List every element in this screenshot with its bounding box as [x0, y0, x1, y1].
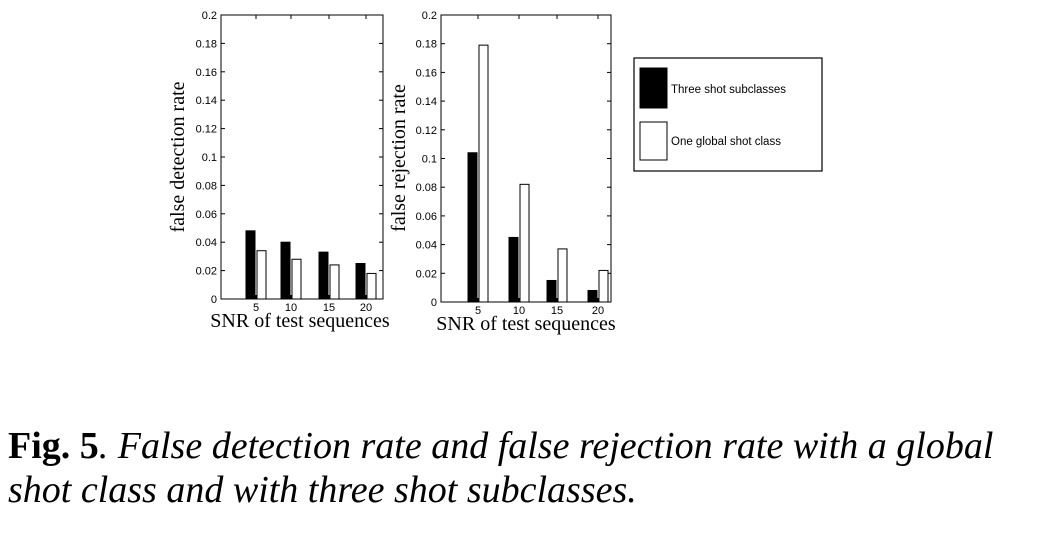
- false-detection-ytick-label: 0.06: [196, 209, 217, 221]
- false-detection-ytick-label: 0.16: [196, 67, 217, 79]
- legend-swatch-one-global-shot-class: [639, 121, 668, 161]
- false-detection-xtick-label: 5: [253, 302, 259, 314]
- false-detection-bar-one-global-5: [256, 250, 267, 300]
- false-detection-ytick-label: 0.1: [202, 152, 217, 164]
- false-rejection-ytick-label: 0.1: [422, 154, 437, 166]
- false-rejection-bar-three-shot-15: [546, 279, 557, 303]
- false-detection-ytick-label: 0.08: [196, 180, 217, 192]
- false-detection-bar-three-shot-10: [280, 241, 291, 300]
- false-detection-ytick-label: 0: [211, 294, 217, 306]
- false-detection-bar-three-shot-5: [245, 230, 256, 300]
- false-detection-ytick-label: 0.14: [196, 95, 217, 107]
- false-rejection-ytick-label: 0.16: [416, 67, 437, 79]
- false-rejection-xtick-label: 10: [513, 305, 525, 317]
- false-detection-bar-one-global-20: [366, 272, 377, 300]
- false-rejection-ylabel: false rejection rate: [388, 84, 410, 232]
- false-detection-bar-one-global-15: [329, 264, 340, 300]
- false-rejection-ytick-label: 0.04: [416, 240, 437, 252]
- false-detection-ylabel: false detection rate: [167, 81, 189, 232]
- caption-label: Fig. 5: [8, 425, 99, 467]
- false-detection-chart: 0 0.02 0.04 0.06 0.08 0.1 0.12 0.14 0.16 0.18 0.2 5…: [167, 10, 390, 332]
- false-rejection-ytick-label: 0.18: [416, 39, 437, 51]
- false-detection-xtick-label: 15: [323, 302, 335, 314]
- caption-text: . False detection rate and false rejecti…: [8, 425, 994, 511]
- legend-label-one-global-shot-class: One global shot class: [671, 136, 781, 148]
- false-rejection-xtick-label: 20: [592, 305, 604, 317]
- false-rejection-xlabel: SNR of test sequences: [436, 313, 616, 335]
- false-rejection-ytick-label: 0.08: [416, 182, 437, 194]
- false-rejection-ytick-label: 0.02: [416, 268, 437, 280]
- false-rejection-bar-one-global-20: [598, 269, 609, 303]
- false-detection-bar-one-global-10: [291, 258, 302, 300]
- false-detection-ytick-label: 0.2: [202, 10, 217, 22]
- false-detection-xtick-label: 20: [360, 302, 372, 314]
- false-rejection-ytick-label: 0.2: [422, 10, 437, 22]
- false-rejection-ytick-label: 0: [431, 297, 437, 309]
- false-detection-ytick-label: 0.04: [196, 237, 217, 249]
- false-rejection-ytick-label: 0.12: [416, 125, 437, 137]
- false-detection-bar-three-shot-20: [355, 263, 366, 300]
- false-rejection-xtick-label: 15: [551, 305, 563, 317]
- false-rejection-chart: 0 0.02 0.04 0.06 0.08 0.1 0.12 0.14 0.16 0.18 0.2 5…: [388, 10, 616, 335]
- figure-caption: Fig. 5. False detection rate and false r…: [8, 424, 1058, 512]
- false-rejection-bar-three-shot-20: [587, 290, 598, 303]
- false-detection-bar-three-shot-15: [318, 251, 329, 300]
- false-rejection-bar-three-shot-10: [508, 236, 519, 303]
- legend-label-three-shot-subclasses: Three shot subclasses: [671, 84, 786, 96]
- false-detection-axes-box: [220, 14, 384, 300]
- false-detection-ytick-label: 0.12: [196, 124, 217, 136]
- legend: Three shot subclasses One global shot cl…: [633, 57, 823, 172]
- false-rejection-xtick-label: 5: [475, 305, 481, 317]
- false-rejection-ytick-label: 0.14: [416, 96, 437, 108]
- false-rejection-bar-three-shot-5: [467, 152, 478, 303]
- false-detection-ytick-label: 0.02: [196, 266, 217, 278]
- false-rejection-bar-one-global-5: [478, 44, 489, 303]
- false-detection-xlabel: SNR of test sequences: [210, 310, 390, 332]
- false-detection-ytick-label: 0.18: [196, 38, 217, 50]
- false-detection-xtick-label: 10: [285, 302, 297, 314]
- false-rejection-ytick-label: 0.06: [416, 211, 437, 223]
- false-rejection-bar-one-global-15: [557, 248, 568, 303]
- legend-swatch-three-shot-subclasses: [639, 67, 668, 109]
- false-rejection-bar-one-global-10: [519, 183, 530, 303]
